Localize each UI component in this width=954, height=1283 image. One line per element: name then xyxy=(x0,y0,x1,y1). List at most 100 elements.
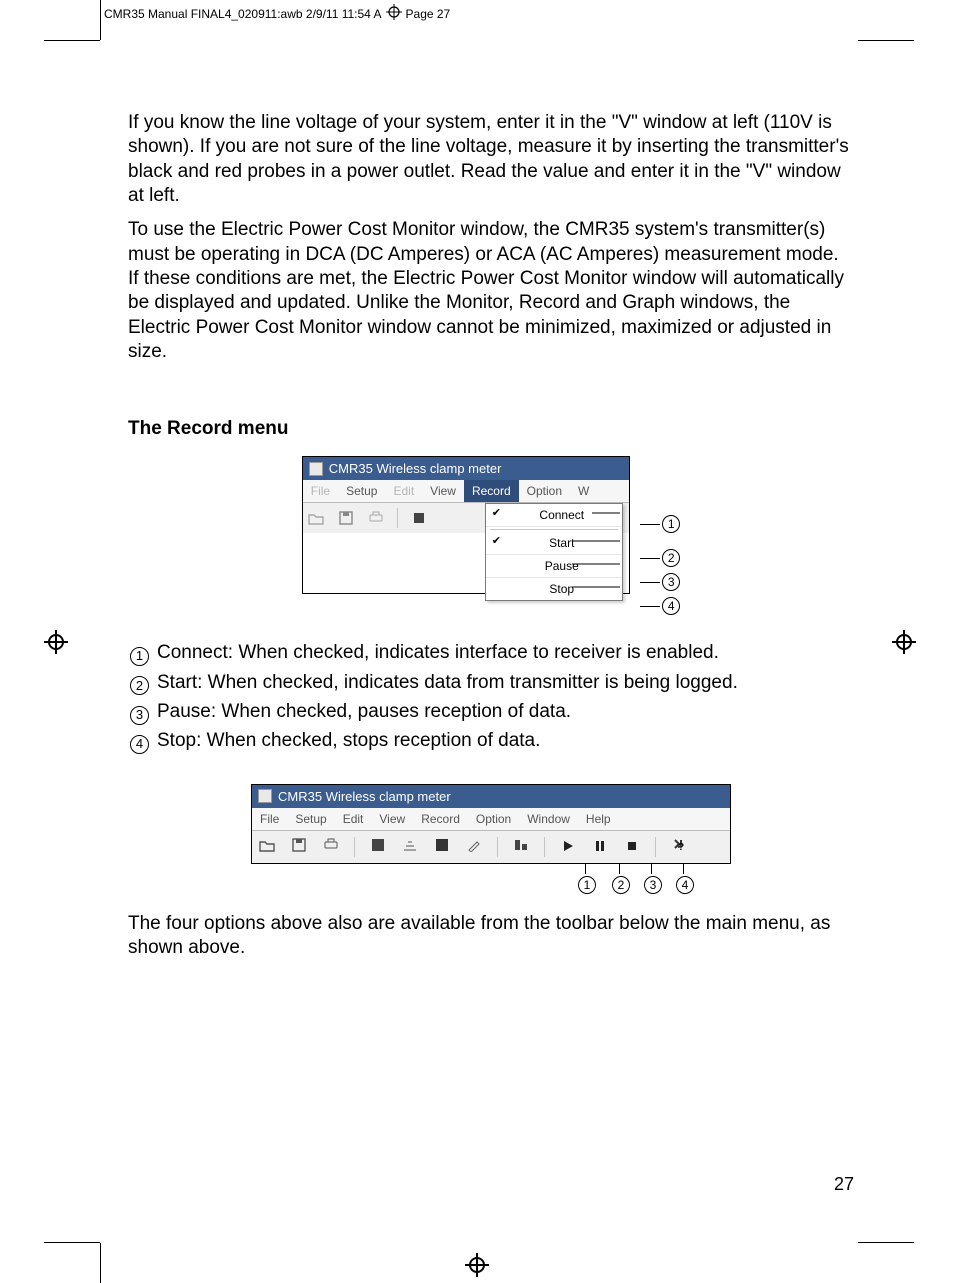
menu-view[interactable]: View xyxy=(422,480,464,502)
menu-file[interactable]: File xyxy=(303,480,338,502)
slug-right: Page 27 xyxy=(406,7,451,21)
pause-icon[interactable] xyxy=(591,839,609,855)
legend-num: 1 xyxy=(130,647,149,666)
callout-num: 2 xyxy=(662,549,680,567)
menu-bar[interactable]: File Setup Edit View Record Option Windo… xyxy=(252,808,730,831)
svg-text:?: ? xyxy=(678,842,684,852)
callout-num: 4 xyxy=(676,876,694,894)
callout-tick xyxy=(683,864,684,874)
menu-edit[interactable]: Edit xyxy=(385,480,422,502)
callout-row: 2 xyxy=(640,546,680,570)
dropdown-item-start[interactable]: Start xyxy=(486,532,622,555)
paragraph-power-monitor: To use the Electric Power Cost Monitor w… xyxy=(128,218,854,364)
menu-help[interactable]: Help xyxy=(578,808,619,830)
help-icon[interactable]: ? xyxy=(670,838,688,855)
menu-bar[interactable]: File Setup Edit View Record Option W xyxy=(303,480,629,503)
menu-file[interactable]: File xyxy=(252,808,287,830)
legend-text: Pause: When checked, pauses reception of… xyxy=(157,697,571,726)
figure-toolbar: CMR35 Wireless clamp meter File Setup Ed… xyxy=(128,784,854,898)
separator-icon xyxy=(397,508,398,528)
window-titlebar: CMR35 Wireless clamp meter xyxy=(252,785,730,808)
menu-option[interactable]: Option xyxy=(519,480,570,502)
page-number: 27 xyxy=(834,1174,854,1195)
prepress-slug: CMR35 Manual FINAL4_020911:awb 2/9/11 11… xyxy=(0,0,954,23)
app-icon xyxy=(258,789,272,803)
connect-icon[interactable] xyxy=(512,838,530,855)
slug-left: CMR35 Manual FINAL4_020911:awb 2/9/11 11… xyxy=(104,7,382,21)
callout-num: 1 xyxy=(578,876,596,894)
menu-record[interactable]: Record xyxy=(464,480,519,502)
callout-legend: 1 Connect: When checked, indicates interf… xyxy=(128,638,854,756)
toolbar: ? xyxy=(252,831,730,863)
registration-mark xyxy=(44,630,68,654)
registration-mark xyxy=(465,1253,489,1277)
menu-w[interactable]: W xyxy=(570,480,597,502)
menu-view[interactable]: View xyxy=(371,808,413,830)
app-icon xyxy=(309,462,323,476)
figure-record-dropdown: CMR35 Wireless clamp meter File Setup Ed… xyxy=(128,456,854,618)
window-title: CMR35 Wireless clamp meter xyxy=(278,789,451,804)
separator-icon xyxy=(497,837,498,857)
menu-window[interactable]: Window xyxy=(519,808,578,830)
crop-mark xyxy=(100,0,101,40)
dropdown-item-connect[interactable]: Connect xyxy=(486,504,622,527)
stop-icon[interactable] xyxy=(410,509,428,527)
menu-setup[interactable]: Setup xyxy=(287,808,334,830)
separator-icon xyxy=(354,837,355,857)
callout-tick xyxy=(585,864,586,874)
stop-icon[interactable] xyxy=(623,839,641,855)
legend-num: 4 xyxy=(130,735,149,754)
dropdown-label: Stop xyxy=(549,582,574,596)
edit-icon[interactable] xyxy=(465,838,483,855)
dropdown-item-pause[interactable]: Pause xyxy=(486,555,622,578)
legend-num: 2 xyxy=(130,676,149,695)
grid-icon[interactable] xyxy=(369,838,387,855)
crop-mark xyxy=(100,1243,101,1283)
menu-setup[interactable]: Setup xyxy=(338,480,385,502)
dropdown-separator xyxy=(490,529,618,530)
app-window: CMR35 Wireless clamp meter File Setup Ed… xyxy=(302,456,630,594)
save-icon[interactable] xyxy=(290,838,308,855)
crop-mark xyxy=(858,40,914,41)
section-title-record-menu: The Record menu xyxy=(128,418,854,440)
menu-option[interactable]: Option xyxy=(468,808,519,830)
crop-mark xyxy=(44,40,100,41)
callout-num: 3 xyxy=(662,573,680,591)
toolbar: Connect Start Pause St xyxy=(303,503,629,533)
registration-icon xyxy=(386,4,402,23)
callout-row: 1 xyxy=(640,512,680,536)
window-title: CMR35 Wireless clamp meter xyxy=(329,461,502,476)
paragraph-voltage: If you know the line voltage of your sys… xyxy=(128,111,854,208)
dropdown-item-stop[interactable]: Stop xyxy=(486,578,622,600)
separator-icon xyxy=(655,837,656,857)
legend-row: 2 Start: When checked, indicates data fro… xyxy=(128,668,854,697)
menu-edit[interactable]: Edit xyxy=(335,808,372,830)
callout-num: 1 xyxy=(662,515,680,533)
menu-record[interactable]: Record xyxy=(413,808,468,830)
dropdown-label: Connect xyxy=(539,508,584,522)
callout-num: 4 xyxy=(662,597,680,615)
callout-row: 3 xyxy=(640,570,680,594)
open-icon[interactable] xyxy=(258,838,276,855)
chart-icon[interactable] xyxy=(433,838,451,855)
open-icon[interactable] xyxy=(307,509,325,527)
page-content: If you know the line voltage of your sys… xyxy=(0,23,954,961)
callout-num: 3 xyxy=(644,876,662,894)
legend-row: 4 Stop: When checked, stops reception of … xyxy=(128,726,854,755)
record-dropdown: Connect Start Pause St xyxy=(485,503,623,601)
callout-num: 2 xyxy=(612,876,630,894)
legend-text: Stop: When checked, stops reception of d… xyxy=(157,726,540,755)
separator-icon xyxy=(544,837,545,857)
print-icon[interactable] xyxy=(322,838,340,855)
legend-text: Connect: When checked, indicates interfa… xyxy=(157,638,719,667)
crop-mark xyxy=(44,1242,100,1243)
paragraph-toolbar-note: The four options above also are availabl… xyxy=(128,912,854,961)
legend-num: 3 xyxy=(130,706,149,725)
print-icon[interactable] xyxy=(367,509,385,527)
legend-text: Start: When checked, indicates data from… xyxy=(157,668,738,697)
export-icon[interactable] xyxy=(401,838,419,855)
window-titlebar: CMR35 Wireless clamp meter xyxy=(303,457,629,480)
play-icon[interactable] xyxy=(559,839,577,855)
save-icon[interactable] xyxy=(337,509,355,527)
callout-stack: 1 2 3 4 xyxy=(640,512,680,618)
